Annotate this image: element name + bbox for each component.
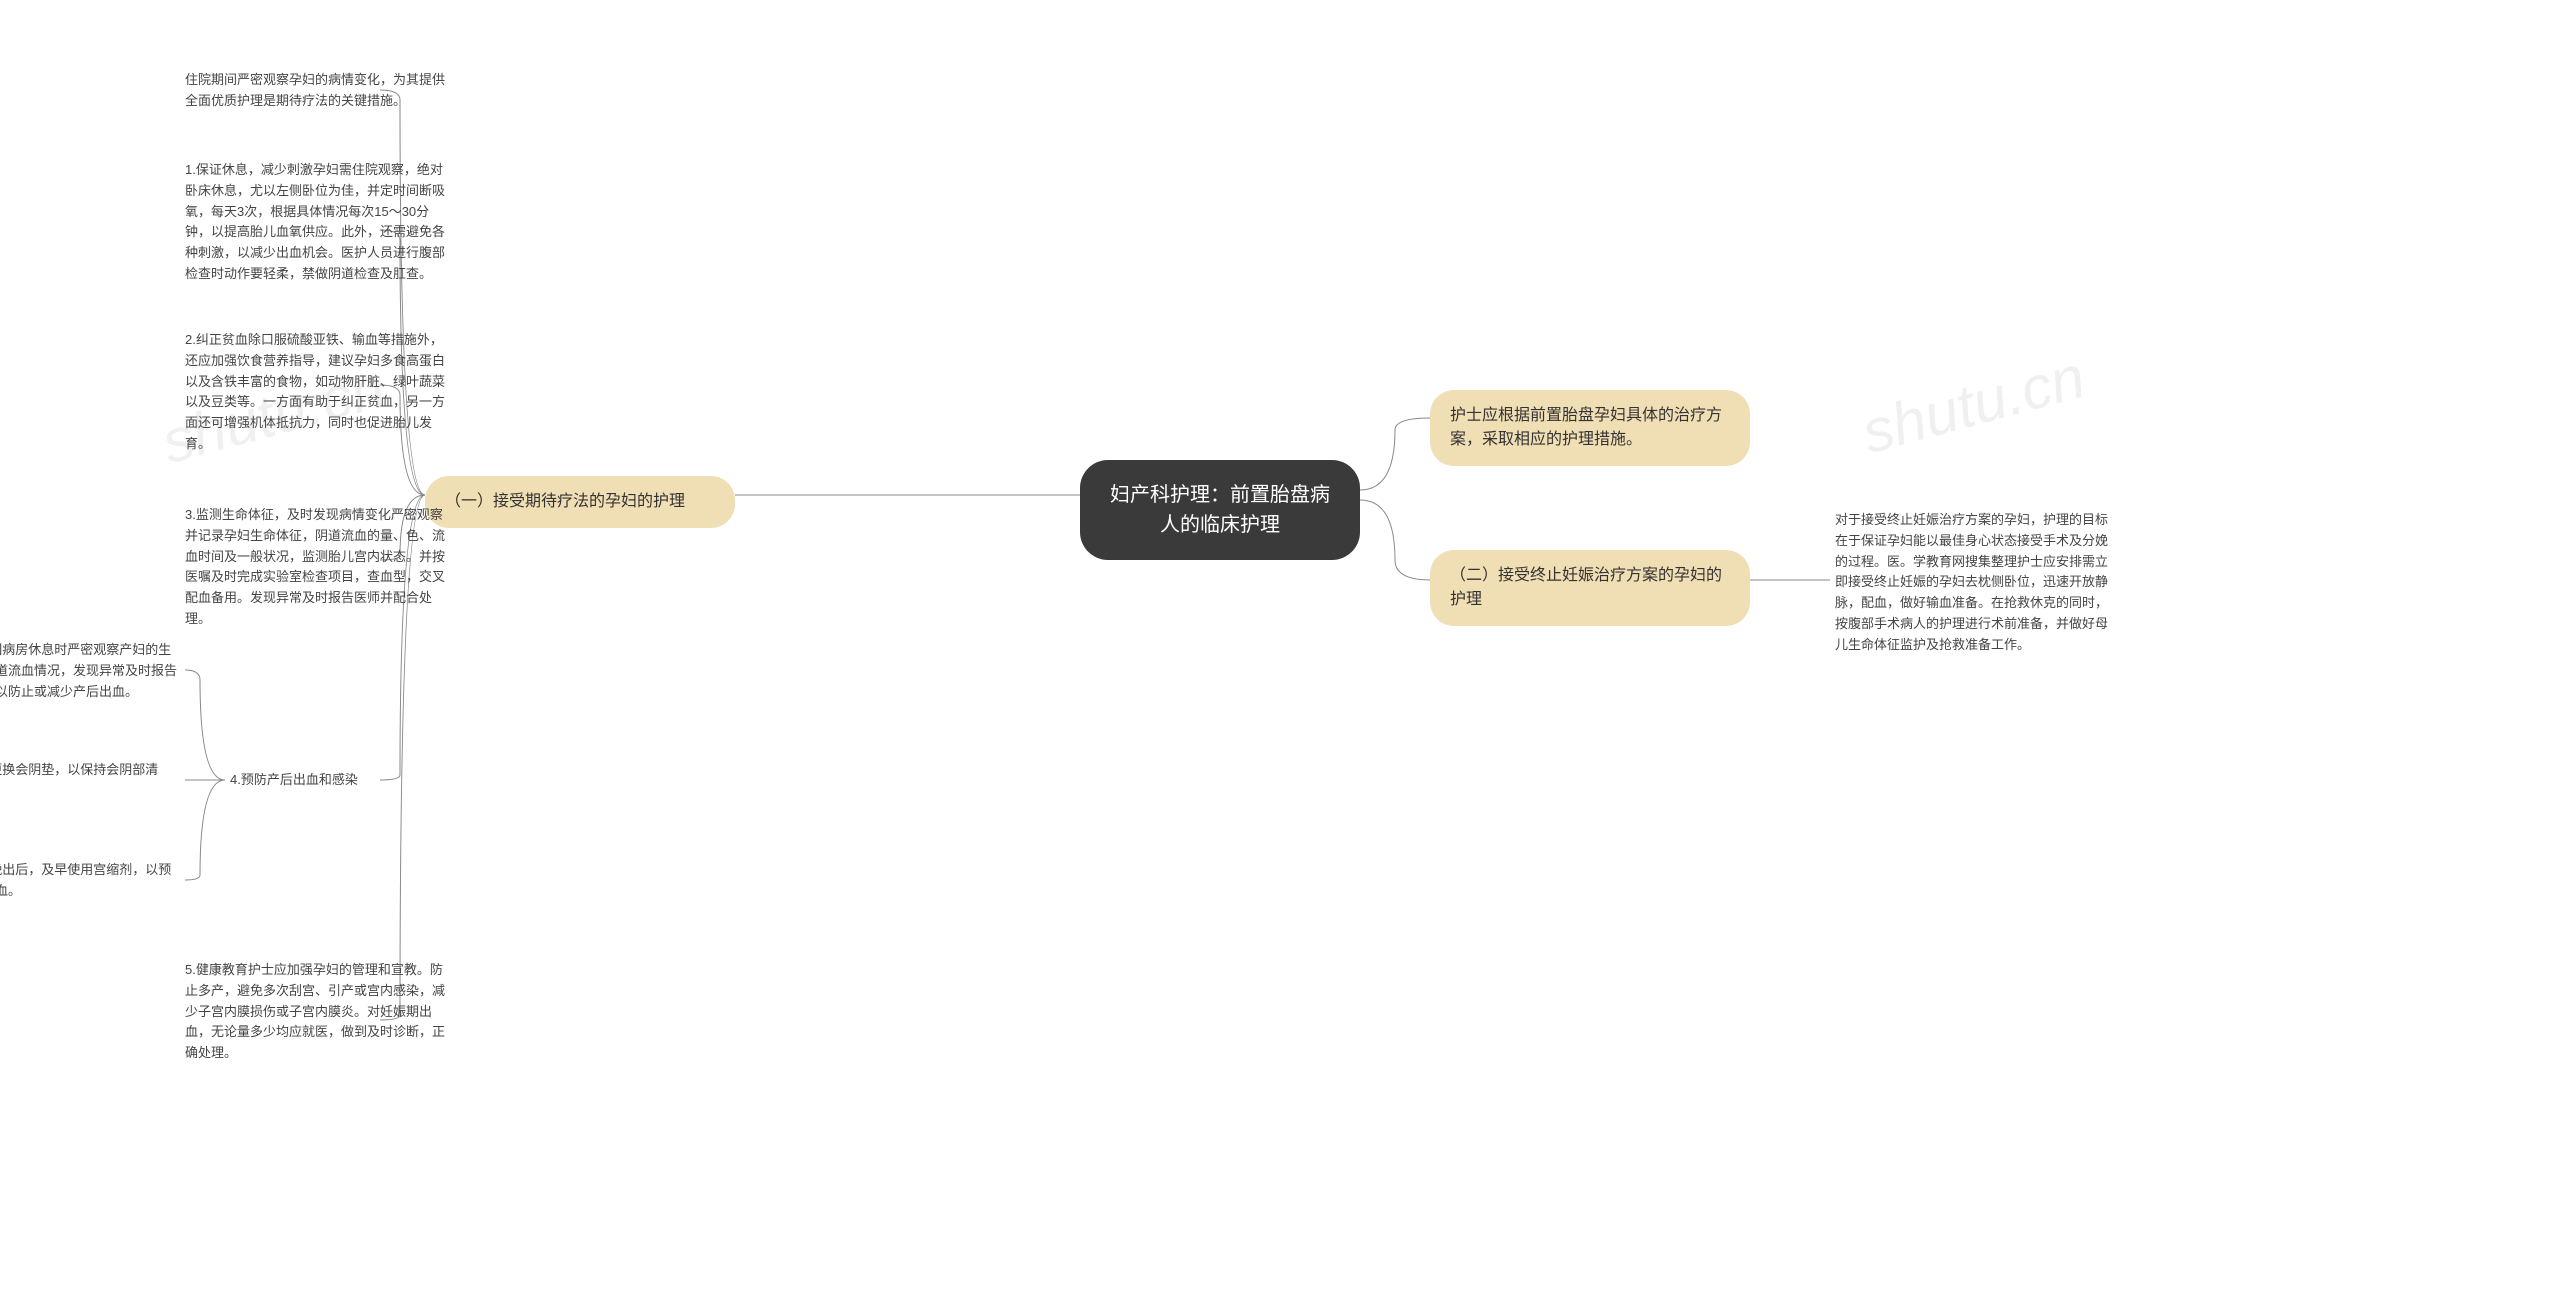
branch-right-top[interactable]: 护士应根据前置胎盘孕妇具体的治疗方案，采取相应的护理措施。 <box>1430 390 1750 466</box>
branch-right-bottom[interactable]: （二）接受终止妊娠治疗方案的孕妇的护理 <box>1430 550 1750 626</box>
leaf-l-5[interactable]: 5.健康教育护士应加强孕妇的管理和宣教。防止多产，避免多次刮宫、引产或宫内感染，… <box>185 960 455 1064</box>
watermark-right: shutu.cn <box>1855 342 2092 467</box>
leaf-l-1[interactable]: 1.保证休息，减少刺激孕妇需住院观察，绝对卧床休息，尤以左侧卧位为佳，并定时间断… <box>185 160 455 285</box>
leaf-l4-2[interactable]: （3）胎儿娩出后，及早使用宫缩剂，以预防产后大出血。 <box>0 860 180 902</box>
leaf-l-2[interactable]: 2.纠正贫血除口服硫酸亚铁、输血等措施外，还应加强饮食营养指导，建议孕妇多食高蛋… <box>185 330 455 455</box>
leaf-l4-1[interactable]: （2）及时更换会阴垫，以保持会阴部清洁、干燥。 <box>0 760 180 802</box>
root-node[interactable]: 妇产科护理：前置胎盘病人的临床护理 <box>1080 460 1360 560</box>
leaf-l4-0[interactable]: （1）产妇回病房休息时严密观察产妇的生命体征及阴道流血情况，发现异常及时报告医师… <box>0 640 180 702</box>
leaf-l-4[interactable]: 4.预防产后出血和感染 <box>230 770 430 791</box>
leaf-l-0[interactable]: 住院期间严密观察孕妇的病情变化，为其提供全面优质护理是期待疗法的关键措施。 <box>185 70 455 112</box>
leaf-l-3[interactable]: 3.监测生命体征，及时发现病情变化严密观察并记录孕妇生命体征，阴道流血的量、色、… <box>185 505 455 630</box>
branch-left[interactable]: （一）接受期待疗法的孕妇的护理 <box>425 476 735 528</box>
leaf-right-child[interactable]: 对于接受终止妊娠治疗方案的孕妇，护理的目标在于保证孕妇能以最佳身心状态接受手术及… <box>1835 510 2115 656</box>
